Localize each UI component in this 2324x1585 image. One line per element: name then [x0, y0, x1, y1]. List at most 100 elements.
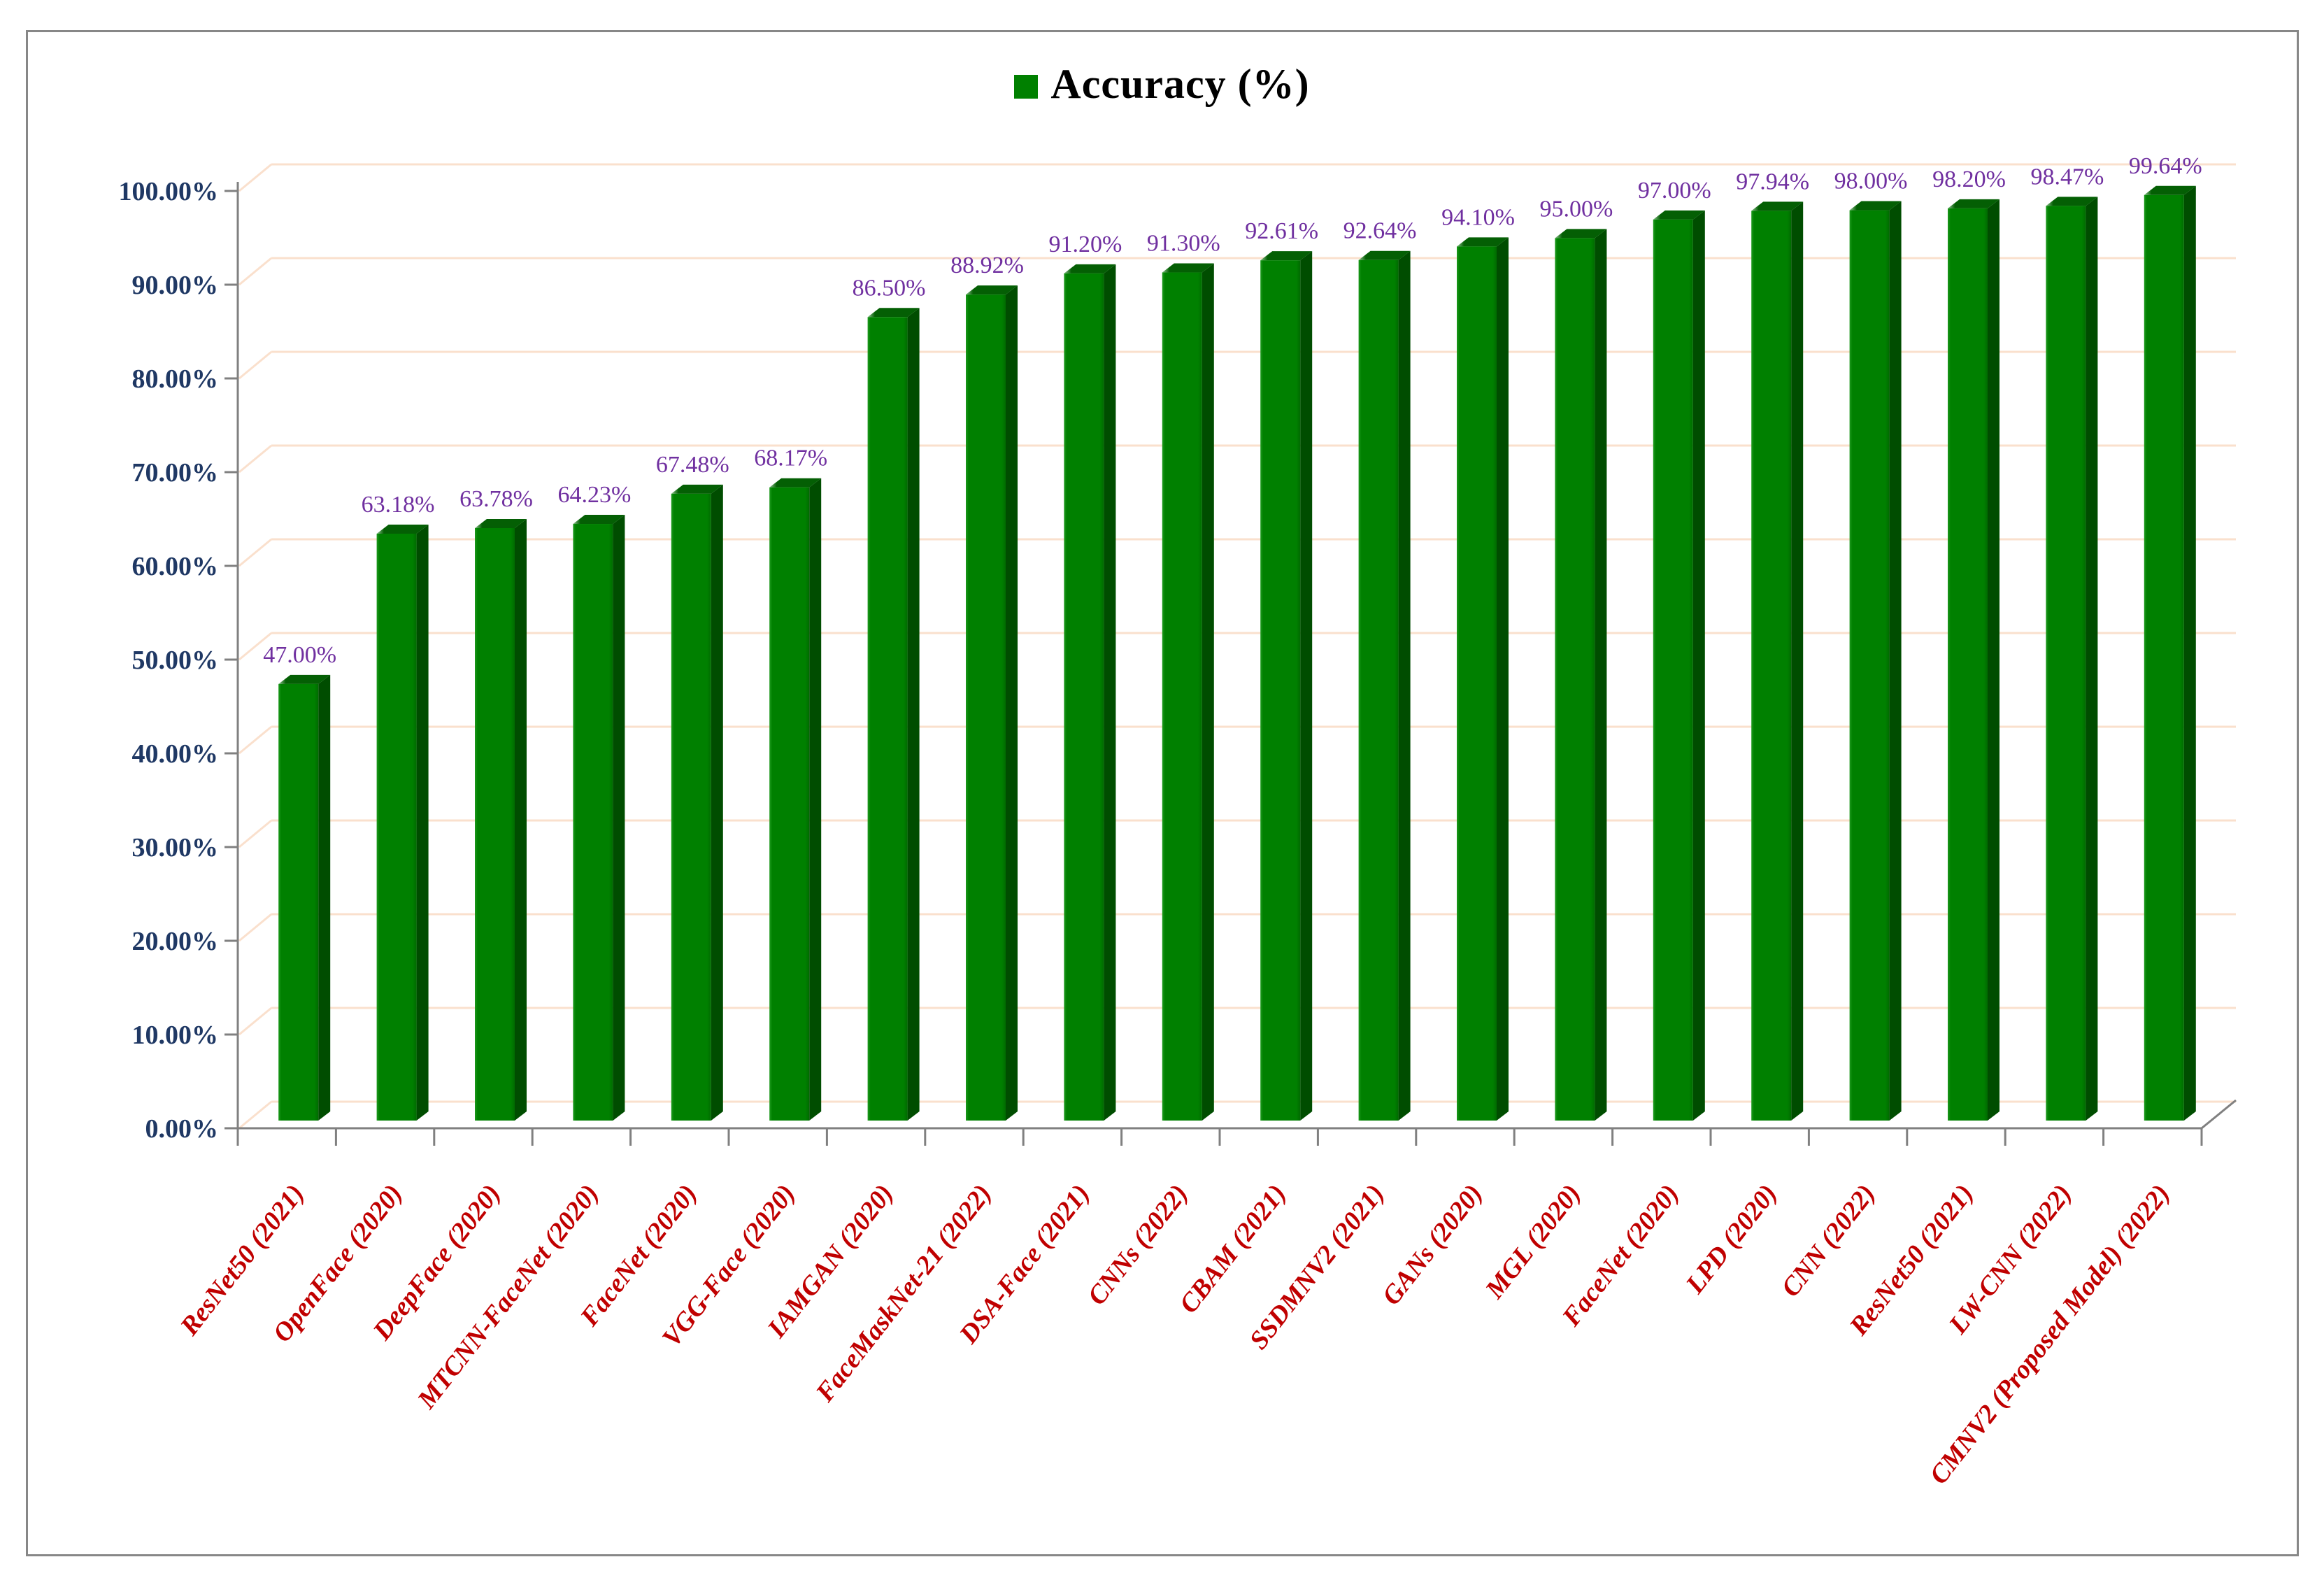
gridline-connector — [238, 444, 272, 474]
bar-top — [376, 524, 429, 534]
bar-top — [475, 519, 527, 529]
bar — [867, 317, 908, 1121]
category-label: CNN (2022) — [1776, 1179, 1881, 1302]
value-label: 63.18% — [362, 492, 435, 518]
value-label: 47.00% — [263, 642, 336, 668]
bar-top — [573, 515, 625, 525]
bar-side — [711, 484, 723, 1121]
bar — [769, 487, 810, 1121]
gridline-connector — [238, 1007, 272, 1036]
bar-side — [2183, 185, 2196, 1121]
bar-top — [1849, 201, 1902, 211]
bar — [966, 294, 1006, 1121]
bar-side — [809, 478, 822, 1121]
category-label: MGL (2020) — [1479, 1179, 1586, 1305]
bar-top — [2144, 185, 2196, 195]
bar — [573, 524, 613, 1121]
bar-side — [1692, 210, 1705, 1121]
value-label: 68.17% — [754, 446, 827, 471]
y-tick-label: 70.00% — [132, 458, 219, 488]
bar-side — [613, 515, 625, 1121]
bar — [2046, 206, 2086, 1121]
bar-side — [1497, 237, 1509, 1121]
bar-side — [1006, 285, 1018, 1121]
bar-side — [907, 308, 920, 1121]
bar-side — [1398, 250, 1411, 1121]
bar — [671, 493, 711, 1121]
bar — [1358, 260, 1399, 1121]
bar — [1260, 260, 1301, 1121]
y-tick-label: 60.00% — [132, 552, 219, 581]
bar-side — [1595, 229, 1607, 1121]
bar — [1064, 273, 1104, 1121]
bar-top — [1260, 251, 1313, 261]
value-label: 92.61% — [1245, 218, 1318, 244]
bar-side — [1300, 251, 1313, 1121]
value-label: 97.00% — [1638, 178, 1711, 204]
value-label: 88.92% — [950, 253, 1024, 278]
gridline-connector — [238, 350, 272, 380]
value-label: 91.30% — [1147, 231, 1220, 257]
gridline-connector — [238, 163, 272, 192]
value-label: 86.50% — [853, 275, 926, 301]
y-tick-label: 0.00% — [145, 1114, 219, 1144]
bar-top — [1162, 263, 1214, 273]
category-label: CNNs (2022) — [1082, 1179, 1194, 1311]
bar-top — [769, 478, 822, 488]
floor-right-edge — [2201, 1099, 2237, 1130]
bar-side — [1104, 264, 1116, 1121]
value-label: 94.10% — [1441, 204, 1515, 230]
value-label: 99.64% — [2129, 153, 2202, 179]
gridline-connector — [238, 257, 272, 286]
bar-top — [1751, 201, 1804, 211]
y-tick-label: 20.00% — [132, 927, 219, 956]
bar — [1751, 211, 1792, 1121]
bar — [1653, 219, 1693, 1121]
bar — [1849, 210, 1890, 1121]
gridline-connector — [238, 1100, 272, 1130]
gridline-connector — [238, 819, 272, 848]
bar — [1948, 208, 1988, 1121]
value-label: 95.00% — [1539, 196, 1613, 222]
bar-top — [867, 308, 920, 318]
y-tick-label: 50.00% — [132, 646, 219, 675]
value-label: 97.94% — [1736, 169, 1809, 194]
bar — [1555, 238, 1595, 1121]
y-tick-label: 10.00% — [132, 1021, 219, 1050]
category-label: LPD (2020) — [1680, 1179, 1783, 1300]
bar-side — [416, 524, 429, 1121]
bar-top — [1948, 199, 1999, 208]
y-tick-label: 80.00% — [132, 364, 219, 394]
bar-top — [671, 484, 723, 494]
value-label: 98.47% — [2030, 164, 2104, 190]
bar-top — [1653, 210, 1705, 220]
bar-top — [966, 285, 1018, 295]
category-label: GANs (2020) — [1376, 1179, 1488, 1311]
value-label: 63.78% — [459, 486, 533, 512]
gridline-connector — [238, 632, 272, 661]
bar-top — [1064, 264, 1116, 273]
category-label: MTCNN-FaceNet (2020) — [411, 1179, 604, 1415]
gridline-connector — [238, 538, 272, 567]
bar — [376, 533, 417, 1121]
bar — [1457, 246, 1497, 1121]
bar-side — [2086, 197, 2098, 1121]
value-label: 67.48% — [656, 452, 729, 478]
bar-side — [1791, 201, 1804, 1121]
y-tick-label: 40.00% — [132, 739, 219, 769]
bar — [278, 683, 319, 1121]
bar-top — [1555, 229, 1607, 239]
bar-top — [278, 674, 331, 684]
bar-side — [515, 519, 527, 1121]
bar-side — [1202, 263, 1214, 1121]
bar-top — [1358, 250, 1411, 260]
value-label: 91.20% — [1048, 232, 1122, 257]
y-tick-label: 30.00% — [132, 833, 219, 862]
value-label: 98.00% — [1834, 169, 1908, 194]
value-label: 98.20% — [1932, 166, 2006, 192]
y-tick-label: 100.00% — [119, 177, 219, 206]
bar-top — [1457, 237, 1509, 247]
bar-side — [318, 674, 331, 1121]
bar-side — [1889, 201, 1902, 1121]
